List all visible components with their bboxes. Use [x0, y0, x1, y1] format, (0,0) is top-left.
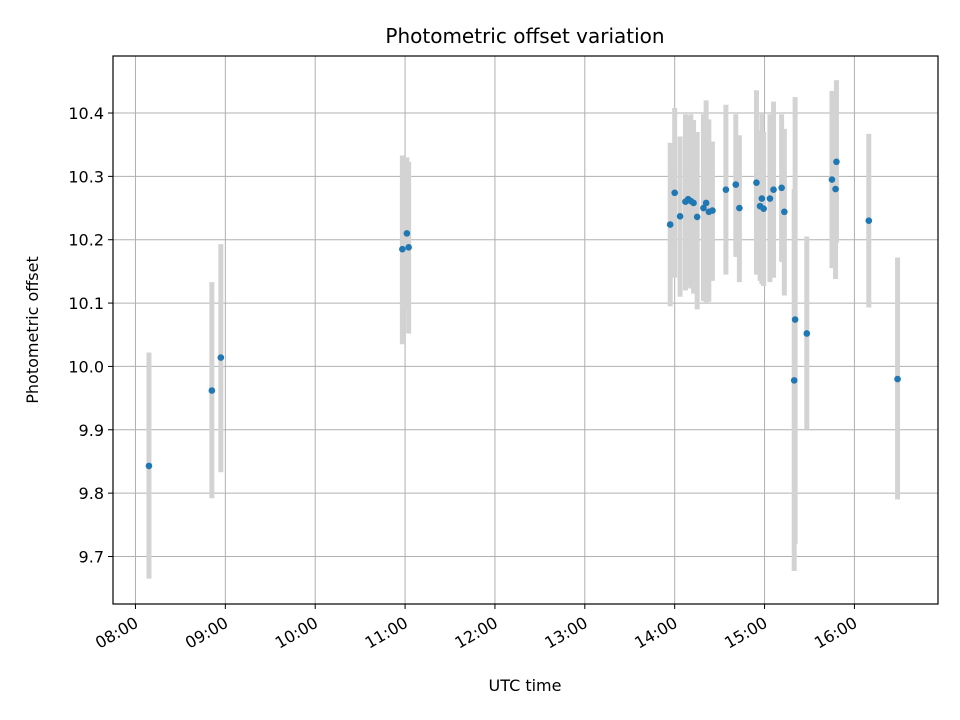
y-axis: 9.7 9.8 9.9 10.0 10.1 10.2 10.3 10.4	[68, 104, 113, 566]
data-point	[803, 330, 811, 337]
x-tick-label: 12:00	[452, 613, 501, 653]
data-point	[405, 244, 412, 251]
x-tick-label: 11:00	[362, 613, 411, 653]
x-tick-label: 09:00	[182, 613, 231, 653]
data-point	[709, 207, 716, 214]
y-tick-label: 9.9	[79, 421, 104, 440]
data-point	[702, 199, 710, 207]
plot-area-frame	[112, 55, 939, 605]
grid-lines	[113, 56, 938, 604]
chart-title: Photometric offset variation	[385, 24, 664, 48]
data-point	[676, 212, 684, 220]
error-bars	[146, 80, 901, 579]
data-point	[832, 185, 839, 193]
x-tick-label: 14:00	[631, 613, 680, 653]
data-point	[690, 199, 697, 207]
data-point	[671, 189, 678, 197]
data-point	[894, 375, 901, 383]
data-point	[760, 205, 767, 212]
data-point	[732, 181, 740, 188]
data-point	[766, 195, 774, 202]
x-tick-label: 13:00	[541, 613, 590, 653]
x-tick-label: 10:00	[272, 613, 321, 653]
x-tick-label: 08:00	[92, 613, 141, 653]
y-axis-label: Photometric offset	[23, 256, 42, 404]
data-point	[700, 204, 707, 212]
data-point	[753, 179, 760, 187]
data-point	[770, 186, 777, 193]
data-point	[403, 230, 411, 237]
data-point	[833, 158, 840, 166]
x-axis-label: UTC time	[489, 676, 562, 695]
y-tick-label: 9.7	[79, 547, 104, 566]
data-point	[781, 208, 788, 216]
data-point	[693, 213, 701, 221]
data-point	[865, 217, 873, 225]
data-point	[736, 204, 743, 212]
y-tick-label: 10.3	[68, 167, 104, 186]
data-point	[828, 176, 836, 183]
x-tick-label: 15:00	[721, 613, 770, 653]
data-point	[790, 377, 798, 384]
data-point	[758, 195, 766, 202]
data-point	[208, 387, 216, 394]
y-tick-label: 10.0	[68, 357, 104, 376]
data-point	[666, 221, 674, 228]
y-tick-label: 9.8	[79, 484, 104, 503]
x-axis: 08:00 09:00 10:00 11:00 12:00 13:00 14:00 15:00…	[92, 604, 860, 653]
data-point	[217, 354, 225, 361]
data-points	[145, 158, 901, 470]
data-point	[791, 316, 799, 323]
x-tick-label: 16:00	[811, 613, 860, 653]
data-point	[145, 462, 153, 470]
data-point	[778, 184, 785, 192]
data-point	[399, 245, 406, 253]
data-point	[722, 186, 730, 193]
y-tick-label: 10.4	[68, 104, 104, 123]
y-tick-label: 10.1	[68, 294, 104, 313]
y-tick-label: 10.2	[68, 231, 104, 250]
